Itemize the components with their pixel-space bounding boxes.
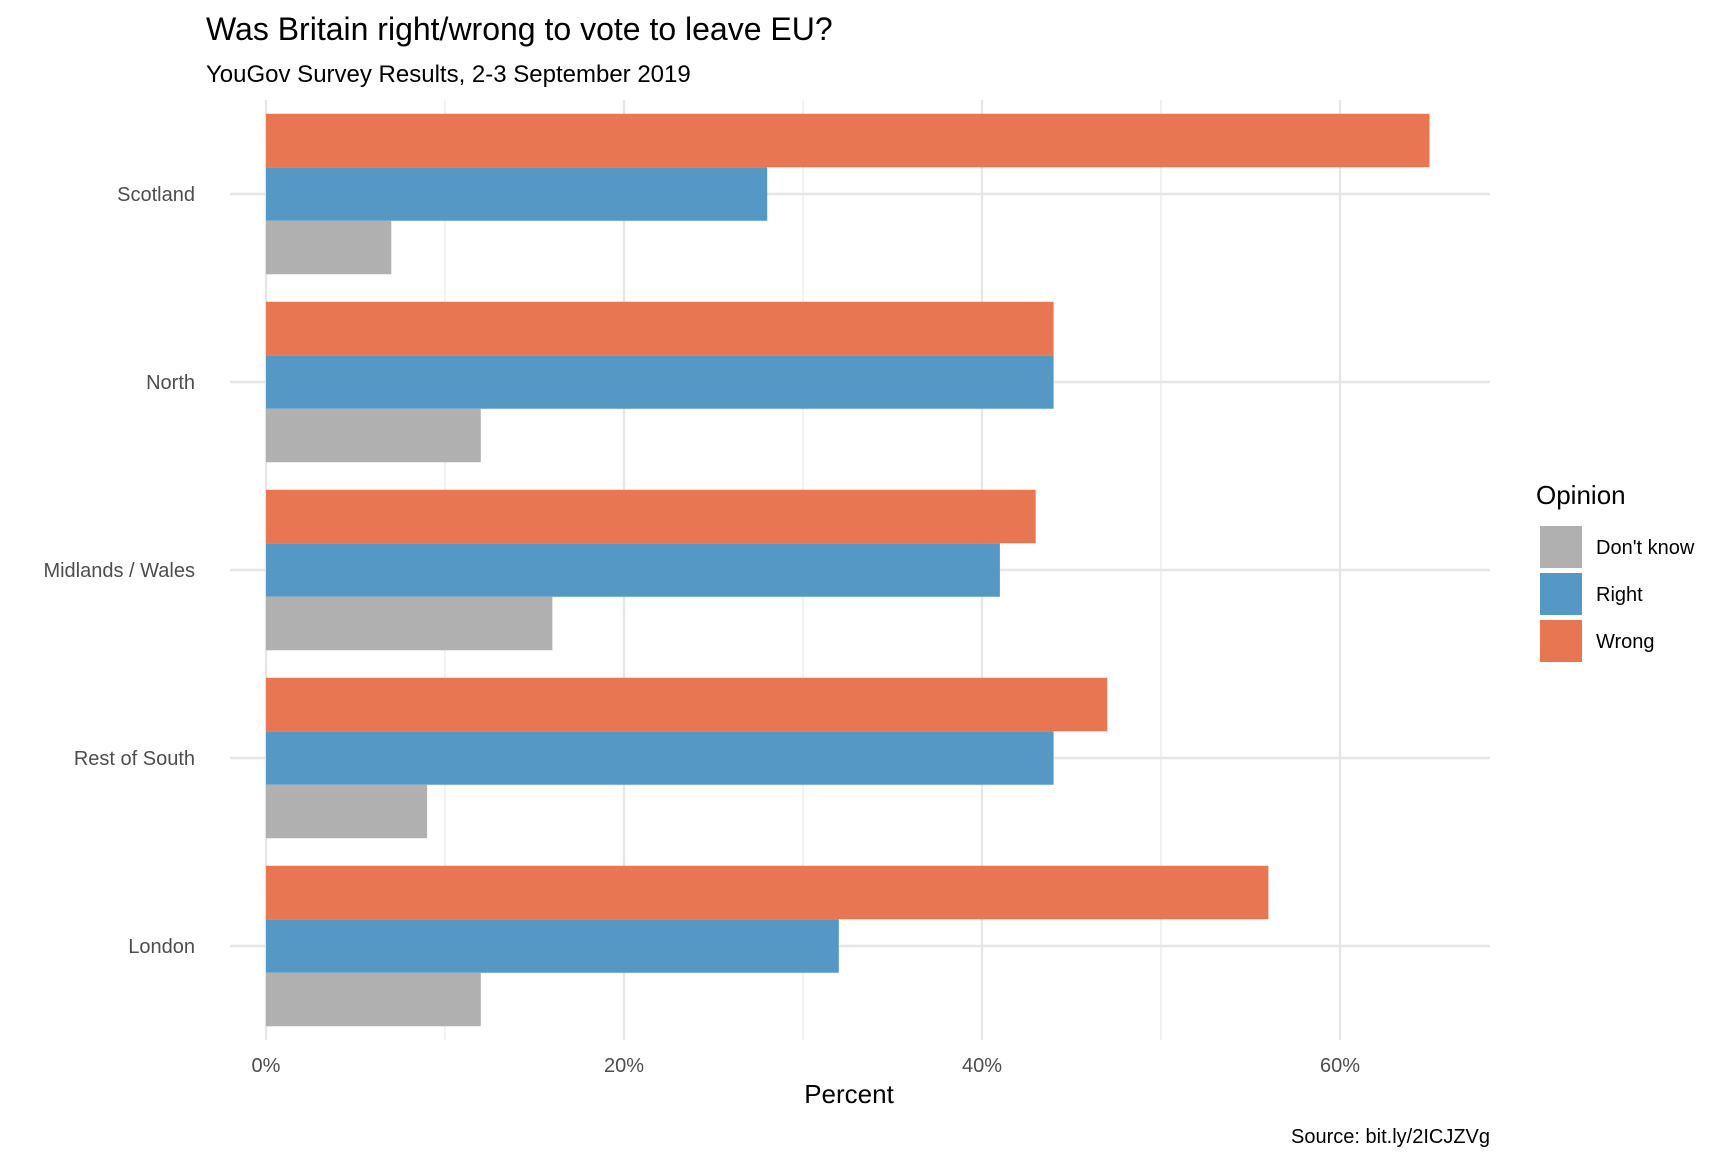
bar-don-t-know [266, 220, 392, 275]
bar-don-t-know [266, 408, 481, 463]
y-tick-label: London [128, 936, 195, 958]
y-tick-label: North [146, 372, 195, 394]
bar-wrong [266, 489, 1036, 544]
legend-title: Opinion [1536, 480, 1626, 510]
axes: Scotland North Midlands / Wales Rest of Sou… [43, 184, 1360, 1077]
x-tick-label: 0% [252, 1055, 281, 1077]
x-tick-label: 40% [962, 1055, 1002, 1077]
legend-label: Wrong [1596, 631, 1655, 653]
bar-don-t-know [266, 784, 428, 839]
y-tick-label: Midlands / Wales [43, 560, 195, 582]
legend-label: Don't know [1596, 537, 1695, 559]
chart-title: Was Britain right/wrong to vote to leave… [206, 11, 833, 47]
y-tick-label: Rest of South [74, 748, 195, 770]
bar-wrong [266, 677, 1108, 732]
bar-right [266, 919, 839, 973]
x-axis-title: Percent [804, 1079, 894, 1109]
bar-wrong [266, 865, 1269, 920]
bar-right [266, 167, 768, 221]
chart-subtitle: YouGov Survey Results, 2-3 September 201… [206, 61, 691, 88]
bar-don-t-know [266, 596, 553, 651]
legend-key [1540, 620, 1582, 662]
bars [266, 113, 1430, 1027]
y-tick-label: Scotland [117, 184, 195, 206]
legend: Opinion Don't know Right Wrong [1536, 480, 1695, 662]
x-tick-label: 60% [1320, 1055, 1360, 1077]
bar-don-t-know [266, 972, 481, 1027]
legend-key [1540, 526, 1582, 568]
x-tick-label: 20% [604, 1055, 644, 1077]
bar-wrong [266, 113, 1430, 168]
chart-caption: Source: bit.ly/2ICJZVg [1291, 1126, 1490, 1148]
bar-right [266, 731, 1054, 785]
bar-right [266, 355, 1054, 409]
bar-right [266, 543, 1000, 597]
legend-key [1540, 573, 1582, 615]
bar-wrong [266, 301, 1054, 356]
legend-label: Right [1596, 584, 1643, 606]
